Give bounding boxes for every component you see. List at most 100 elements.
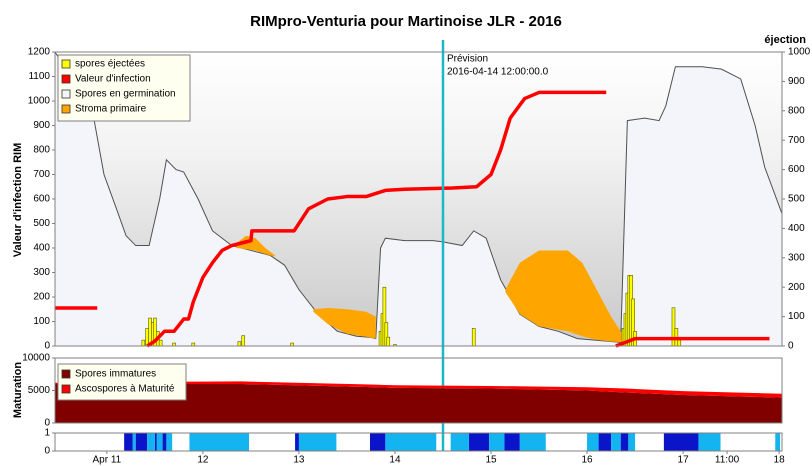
y-tick-label: 300 [33,267,50,278]
y2-tick-label: 700 [788,135,805,146]
maturation-area [55,384,782,423]
x-tick-label: 16 [581,455,593,466]
y-tick-label: 1100 [28,71,50,82]
bar [386,336,391,347]
y-axis-label: Valeur d'infection RIM [12,143,24,257]
legend-label: Valeur d'infection [75,74,151,85]
wetness-period [370,433,386,451]
wetness-period [154,433,157,451]
y2-tick-label: 200 [788,282,805,293]
plot-frame [54,357,783,424]
germination-area [55,52,782,346]
y-tick-label: 100 [33,316,50,327]
legend: Spores immatures Ascospores à Maturité [57,363,187,401]
x-tick-label: 14 [389,455,401,466]
plot-frame [54,51,783,347]
y2-tick-label: 900 [788,76,805,87]
wetness-period [124,433,133,451]
y-tick-label: 5000 [28,385,51,396]
stroma-area [505,250,626,343]
wetness-period [698,433,721,451]
infection-line [615,336,770,348]
wetness-period [189,433,249,451]
plot-frame [54,432,783,452]
y2-tick-label: 0 [788,341,794,352]
germination-line [54,51,783,343]
wetness-period [298,433,337,451]
y-tick-label: 600 [33,194,50,205]
wetness-period [620,433,629,451]
legend-label: spores éjectées [75,59,145,70]
y-tick-label: 1 [44,428,50,439]
y-tick-label: 1200 [28,47,51,58]
wetness-period [611,433,621,451]
bar [158,339,163,347]
legend: spores éjectées Valeur d'infection Spores … [57,54,191,122]
y-tick-label: 400 [33,243,50,254]
x-tick-label: 18 [774,455,786,466]
bar [241,335,246,347]
y-tick-label: 1000 [28,96,51,107]
bar [141,339,146,347]
y-tick-label: 10000 [22,353,50,364]
wetness-period [598,433,612,451]
wetness-period [132,433,136,451]
x-tick-label: 11:00 [715,455,740,466]
y-tick-label: 500 [33,218,50,229]
legend-label: Stroma primaire [75,104,147,115]
wetness-period [628,433,636,451]
wetness-period [156,433,163,451]
wetness-period [385,433,437,451]
wetness-period [663,433,699,451]
y2-tick-label: 500 [788,194,805,205]
wetness-period [468,433,490,451]
y2-tick-label: 100 [788,311,805,322]
wetness-period [775,433,781,451]
wetness-period [504,433,520,451]
x-tick-label: 12 [197,455,209,466]
wetness-period [587,433,599,451]
y-tick-label: 700 [33,169,50,180]
x-tick-label: Apr 11 [92,455,121,466]
legend-swatch [61,89,71,99]
wetness-period [450,433,469,451]
y-tick-label: 900 [33,120,50,131]
annotation: Prévision [447,54,488,65]
legend-swatch [61,74,71,84]
wetness-period [489,433,505,451]
y2-tick-label: 400 [788,223,805,234]
legend-swatch [61,104,71,114]
y-tick-label: 0 [44,341,50,352]
infection-line [146,90,607,348]
y-tick-label: 0 [44,446,50,457]
y2-axis-label: éjection [764,34,806,46]
stroma-area [313,308,376,339]
chart-title: RIMpro-Venturia pour Martinoise JLR - 20… [250,13,562,30]
bar [237,341,242,347]
y-tick-label: 0 [44,418,50,429]
y-tick-label: 800 [33,145,50,156]
legend-swatch [61,59,71,69]
legend-label: Ascospores à Maturité [75,384,175,395]
marks: 0100200300400500600700800900100011001200… [22,40,811,466]
bar [677,339,682,347]
legend-label: Spores en germination [75,89,176,100]
bar [471,328,476,347]
y2-tick-label: 800 [788,105,805,116]
x-tick-label: 13 [293,455,305,466]
legend-swatch [61,384,71,394]
wetness-period [166,433,173,451]
y2-tick-label: 300 [788,252,805,263]
wetness-period [295,433,299,451]
y-axis-label: Maturation [12,362,24,419]
y-tick-label: 200 [33,292,50,303]
y2-tick-label: 600 [788,164,805,175]
wetness-period [135,433,148,451]
x-tick-label: 17 [678,455,690,466]
legend-label: Spores immatures [75,369,156,380]
x-tick-label: 15 [485,455,497,466]
legend-box [57,363,187,401]
annotation: 2016-04-14 12:00:00.0 [447,67,549,78]
legend-box [57,54,191,122]
